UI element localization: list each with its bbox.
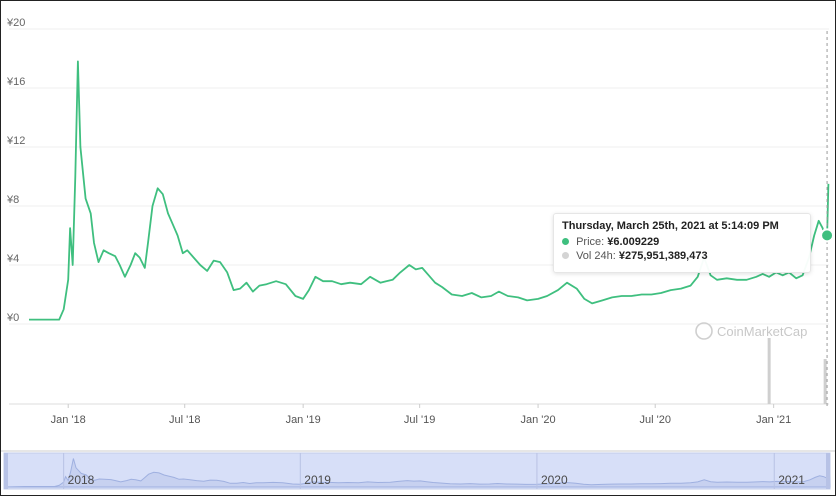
x-tick-label: Jan '21 <box>756 414 791 426</box>
navigator-left-handle <box>4 453 8 489</box>
tooltip-volume-label: Vol 24h: <box>576 250 616 262</box>
navigator-year-label: 2021 <box>778 473 805 487</box>
price-line <box>29 60 830 321</box>
x-tick-label: Jul '19 <box>404 414 435 426</box>
navigator-year-label: 2019 <box>304 473 331 487</box>
y-tick-label: ¥8 <box>6 194 19 206</box>
x-tick-label: Jul '20 <box>639 414 670 426</box>
volume-bar <box>823 359 827 404</box>
y-tick-label: ¥12 <box>6 135 25 147</box>
tooltip-price-value: ¥6.009229 <box>607 236 660 248</box>
coinmarketcap-logo-icon <box>695 322 713 340</box>
x-tick-label: Jul '18 <box>169 414 200 426</box>
hover-point <box>820 228 835 243</box>
tooltip-volume-row: Vol 24h: ¥275,951,389,473 <box>562 250 802 262</box>
tooltip-volume-value: ¥275,951,389,473 <box>618 250 708 262</box>
tooltip-price-row: Price: ¥6.009229 <box>562 236 802 248</box>
volume-legend-dot <box>562 252 569 259</box>
price-tooltip: Thursday, March 25th, 2021 at 5:14:09 PM… <box>553 213 811 273</box>
watermark-text: CoinMarketCap <box>717 324 807 339</box>
y-tick-label: ¥4 <box>6 253 19 265</box>
navigator-right-handle <box>826 453 830 489</box>
y-tick-label: ¥16 <box>6 76 25 88</box>
navigator-series <box>3 458 831 488</box>
price-legend-dot <box>562 238 569 245</box>
navigator-year-label: 2020 <box>541 473 568 487</box>
navigator-year-label: 2018 <box>68 473 95 487</box>
x-tick-label: Jan '19 <box>286 414 321 426</box>
tooltip-date: Thursday, March 25th, 2021 at 5:14:09 PM <box>562 220 779 232</box>
range-navigator[interactable]: 2018 2019 2020 2021 <box>1 450 835 490</box>
y-tick-label: ¥0 <box>6 312 19 324</box>
y-tick-label: ¥20 <box>6 17 25 29</box>
tooltip-price-label: Price: <box>576 236 605 248</box>
coinmarketcap-watermark: CoinMarketCap <box>695 322 807 340</box>
x-tick-label: Jan '20 <box>521 414 556 426</box>
x-tick-label: Jan '18 <box>51 414 86 426</box>
volume-bar <box>767 338 771 404</box>
